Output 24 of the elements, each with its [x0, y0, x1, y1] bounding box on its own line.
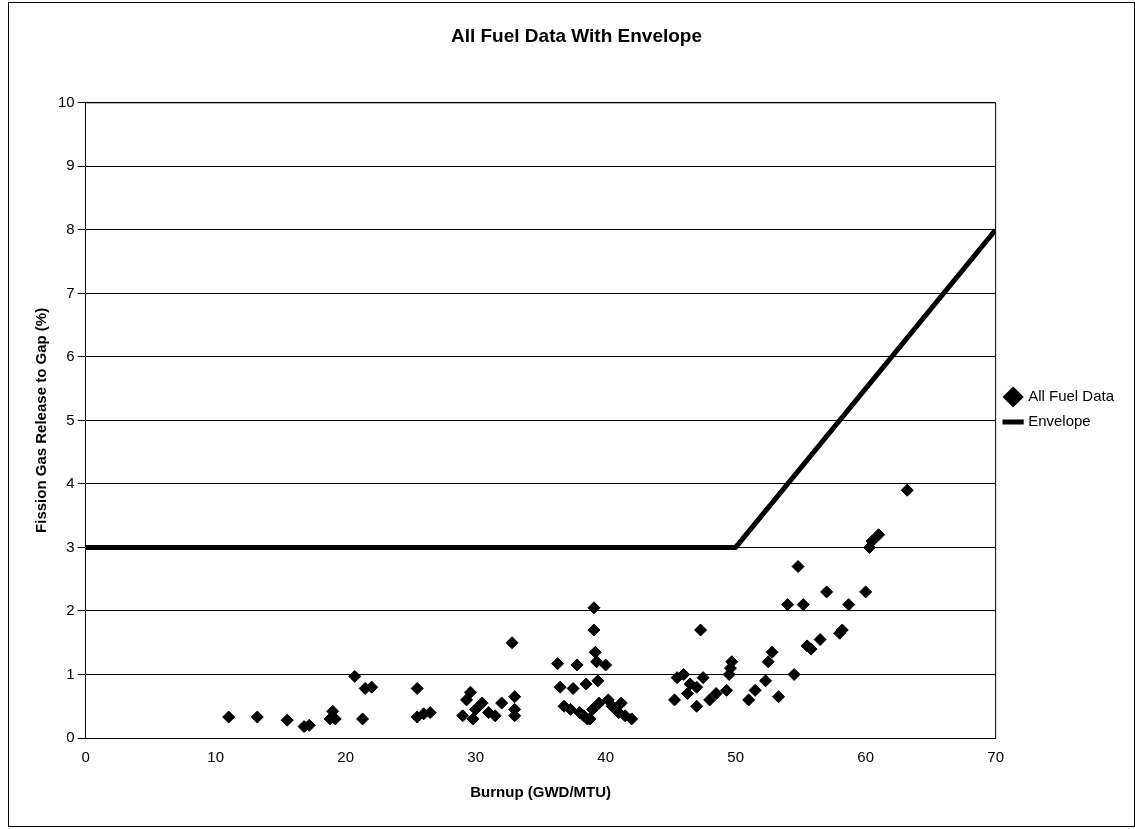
- x-tick-label: 0: [81, 748, 90, 766]
- x-tick-label: 20: [337, 748, 355, 766]
- legend-label: Envelope: [1028, 412, 1091, 430]
- x-tick-label: 70: [987, 748, 1004, 766]
- y-tick-label: 0: [66, 728, 75, 746]
- y-axis-title: Fission Gas Release to Gap (%): [32, 307, 50, 533]
- y-tick-label: 6: [66, 347, 75, 365]
- x-tick-label: 40: [597, 748, 614, 766]
- x-tick-label: 10: [207, 748, 225, 766]
- x-tick-label: 50: [727, 748, 744, 766]
- chart-title: All Fuel Data With Envelope: [450, 24, 703, 46]
- y-tick-label: 3: [66, 537, 75, 555]
- y-tick-label: 7: [66, 283, 75, 301]
- y-tick-label: 1: [66, 664, 75, 682]
- y-tick-label: 5: [66, 410, 75, 428]
- x-axis-title: Burnup (GWD/MTU): [470, 783, 612, 801]
- y-tick-label: 9: [66, 156, 75, 174]
- y-tick-label: 10: [58, 92, 75, 110]
- y-tick-label: 8: [66, 219, 75, 237]
- x-tick-label: 30: [467, 748, 485, 766]
- x-tick-label: 60: [857, 748, 874, 766]
- y-tick-label: 2: [66, 601, 75, 619]
- y-tick-label: 4: [66, 474, 75, 492]
- legend-label: All Fuel Data: [1028, 387, 1115, 405]
